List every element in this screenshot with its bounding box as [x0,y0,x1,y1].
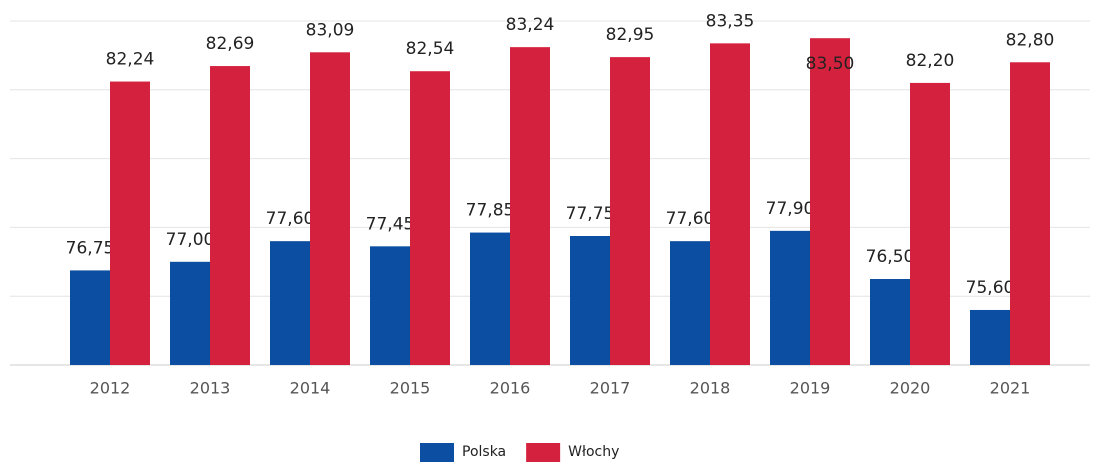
bar [570,236,610,365]
x-tick-label: 2012 [90,379,131,398]
value-label: 76,75 [66,238,115,258]
x-tick-label: 2017 [590,379,631,398]
bar [810,38,850,365]
legend-label: Włochy [568,444,619,460]
value-label: 82,95 [606,25,655,45]
x-tick-label: 2020 [890,379,931,398]
value-label: 77,60 [266,209,315,229]
bar [410,71,450,365]
bar [270,241,310,365]
value-label: 82,80 [1006,30,1055,50]
bar [210,66,250,366]
value-label: 77,90 [766,199,815,219]
x-tick-label: 2013 [190,379,231,398]
x-tick-label: 2019 [790,379,831,398]
bar [670,241,710,365]
bar [310,52,350,365]
value-label: 82,20 [906,51,955,71]
bar [370,246,410,365]
value-label: 75,60 [966,278,1015,298]
value-label: 76,50 [866,247,915,267]
bar [110,81,150,365]
bar [770,230,810,365]
legend-label: Polska [462,444,506,460]
bar [510,47,550,365]
value-label: 82,54 [406,39,455,59]
bar [970,309,1010,365]
value-label: 83,35 [706,11,755,31]
value-label: 77,75 [566,204,615,224]
bar [710,43,750,366]
bar [610,57,650,366]
legend-swatch [526,443,561,462]
value-label: 77,85 [466,201,515,221]
value-label: 83,09 [306,20,355,40]
x-tick-label: 2014 [290,379,331,398]
value-label: 77,60 [666,209,715,229]
value-label: 83,50 [806,54,855,74]
value-label: 82,69 [206,34,255,54]
x-tick-label: 2016 [490,379,531,398]
value-label: 82,24 [106,50,155,70]
bar [910,82,950,366]
legend-swatch [420,443,454,462]
x-tick-label: 2018 [690,379,731,398]
bar [170,261,210,365]
x-tick-label: 2021 [990,379,1031,398]
x-tick-label: 2015 [390,379,431,398]
bar [870,279,910,365]
value-label: 77,00 [166,230,215,250]
value-label: 83,24 [506,15,555,35]
bar [1010,62,1050,365]
bar [470,232,510,365]
value-label: 77,45 [366,214,415,234]
bar [70,270,110,365]
